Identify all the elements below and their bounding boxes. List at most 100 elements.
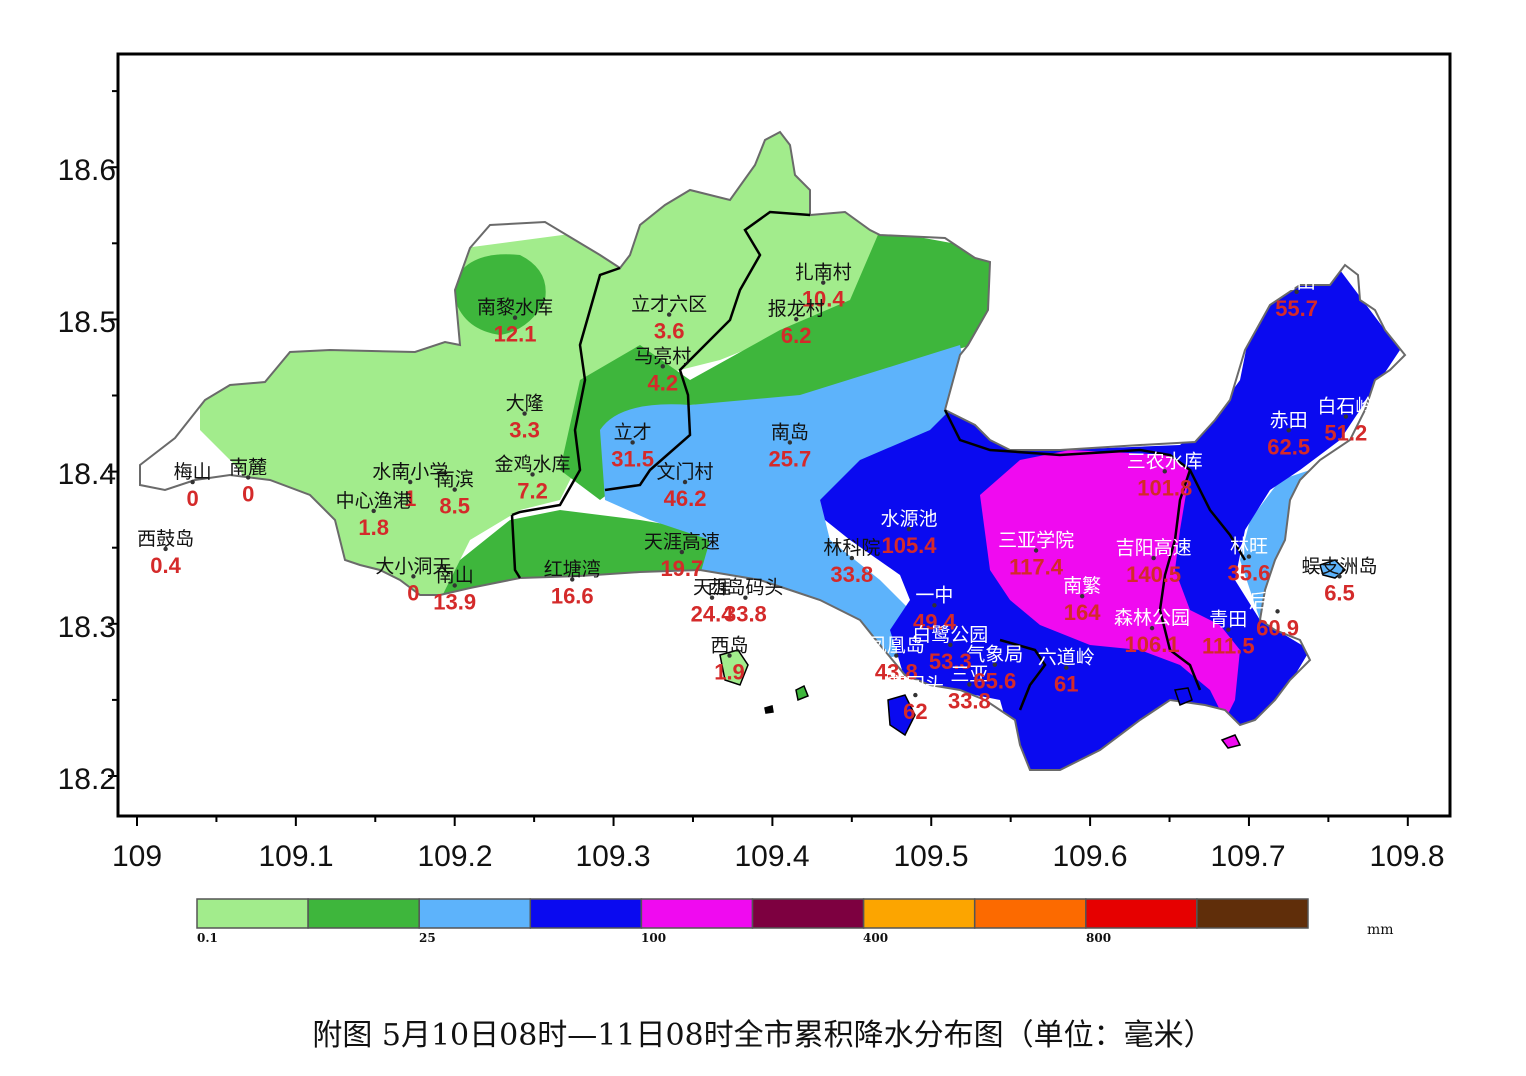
station-rainfall-value: 106.1 — [1125, 632, 1180, 657]
station-marker: 三农水库 101.8 — [1127, 450, 1203, 500]
zone-light-green — [200, 132, 900, 600]
station-rainfall-value: 4.2 — [647, 370, 678, 395]
station-marker: 气象局 65.6 — [966, 644, 1023, 694]
island-small-2 — [764, 705, 774, 714]
station-dot — [727, 653, 732, 658]
station-marker: 白石岭 51.2 — [1317, 396, 1374, 446]
island-east-2 — [1220, 734, 1242, 749]
station-dot — [992, 662, 997, 667]
legend-tick-label: 400 — [863, 931, 888, 945]
station-rainfall-value: 19.7 — [660, 556, 703, 581]
station-dot — [932, 603, 937, 608]
station-dot — [408, 479, 413, 485]
station-dot — [821, 280, 826, 285]
station-marker: 西岛 1.9 — [711, 635, 749, 685]
station-dot — [452, 583, 457, 588]
station-marker: 吉阳高速 140.5 — [1116, 537, 1192, 587]
y-tick-label: 18.6 — [58, 154, 116, 187]
legend-swatch — [196, 898, 309, 929]
y-axis: 18.6 18.5 18.4 18.3 18.2 — [58, 154, 116, 796]
station-dot — [1149, 625, 1155, 631]
station-name: 六道岭 — [1038, 647, 1095, 669]
station-dot — [1294, 289, 1299, 294]
legend-swatch — [418, 898, 532, 929]
legend-tick-label: 800 — [1086, 931, 1111, 945]
station-marker: 森林公园 106.1 — [1114, 607, 1190, 657]
station-rainfall-value: 46.2 — [664, 486, 707, 511]
boundary-central — [604, 210, 811, 492]
station-marker: 南田 55.7 — [1275, 271, 1318, 321]
station-dot — [1286, 428, 1291, 433]
station-marker: 林旺 35.6 — [1228, 536, 1271, 586]
station-name: 林科院 — [823, 537, 880, 559]
station-marker: 南繁 164 — [1063, 575, 1101, 625]
station-rainfall-value: 53.3 — [929, 649, 972, 674]
station-rainfall-value: 0 — [242, 481, 254, 506]
station-marker: 文门村 46.2 — [657, 461, 714, 511]
station-name: 气象局 — [966, 644, 1023, 666]
station-marker: 扎南村 10.4 — [795, 262, 852, 312]
station-marker: 南山 13.9 — [433, 565, 476, 615]
station-marker: 南滨 8.5 — [436, 469, 474, 519]
station-rainfall-value: 33.8 — [948, 688, 991, 713]
station-name: 西岛 — [711, 635, 749, 657]
legend-swatch — [640, 898, 754, 929]
station-dot — [371, 508, 376, 514]
legend-tick-label: 0.1 — [197, 931, 218, 945]
station-dot — [630, 440, 635, 445]
station-marker: 南岛 25.7 — [768, 421, 811, 471]
station-dot — [452, 487, 457, 492]
station-marker: 天涯 24.4 — [691, 577, 735, 627]
x-tick-label: 109.5 — [893, 840, 968, 873]
station-dot — [1151, 555, 1156, 561]
station-marker: 天涯高速 19.7 — [644, 531, 720, 581]
x-tick-label: 109.2 — [417, 840, 492, 873]
station-marker: 立才 31.5 — [611, 421, 654, 471]
station-name: 中心渔港 — [336, 490, 412, 512]
station-rainfall-value: 55.7 — [1275, 296, 1318, 321]
station-rainfall-value: 6.5 — [1324, 580, 1355, 605]
station-rainfall-value: 51.2 — [1324, 421, 1367, 446]
rainfall-map: 109 109.1 109.2 109.3 109.4 109.5 109.6 … — [58, 52, 1452, 945]
station-rainfall-value: 111.5 — [1202, 634, 1255, 659]
station-marker: 南黎水库 12.1 — [477, 297, 553, 347]
station-marker: 蜈支洲岛 6.5 — [1301, 555, 1377, 605]
station-name: 南山 — [436, 565, 474, 587]
station-marker: 白鹭公园 53.3 — [912, 624, 988, 674]
station-dot — [1275, 609, 1280, 614]
station-dot — [679, 549, 685, 555]
y-tick-label: 18.4 — [58, 458, 116, 491]
legend-swatch — [1085, 898, 1198, 929]
station-rainfall-value: 140.5 — [1126, 562, 1181, 587]
station-name: 南岛 — [771, 421, 809, 443]
station-rainfall-value: 101.8 — [1137, 475, 1192, 500]
station-marker: 水南小学 1 — [372, 461, 448, 511]
island-xidao — [719, 649, 749, 686]
station-dot — [849, 555, 855, 561]
station-rainfall-value: 3.6 — [654, 319, 685, 344]
station-dot — [894, 653, 899, 658]
station-rainfall-value: 60.9 — [1256, 615, 1299, 640]
station-dot — [787, 440, 793, 445]
station-marker: 三亚学院 117.4 — [998, 530, 1074, 580]
boundary-haitang — [1188, 469, 1247, 561]
station-name: 西岛码头 — [707, 577, 783, 599]
station-dot — [913, 692, 918, 698]
station-name: 大隆 — [506, 393, 544, 415]
station-rainfall-value: 49.4 — [913, 609, 957, 634]
boundary-sanya-bay — [999, 638, 1047, 711]
figure-caption: 附图 5月10日08时—11日08时全市累积降水分布图（单位：毫米） — [312, 1018, 1214, 1053]
station-rainfall-value: 1.9 — [714, 660, 745, 685]
station-marker: 中心渔港 1.8 — [336, 490, 412, 540]
zone-light-blue — [600, 345, 975, 660]
station-dot — [512, 315, 518, 320]
district-boundaries — [510, 210, 1247, 711]
station-rainfall-value: 33.8 — [724, 602, 767, 627]
station-name: 森林公园 — [1114, 607, 1190, 629]
station-dot — [682, 479, 688, 485]
island-wuzhizhou — [1319, 559, 1347, 579]
station-dot — [163, 546, 168, 552]
station-dot — [794, 316, 799, 322]
station-dot — [967, 682, 972, 687]
station-name: 三农水库 — [1127, 450, 1203, 472]
